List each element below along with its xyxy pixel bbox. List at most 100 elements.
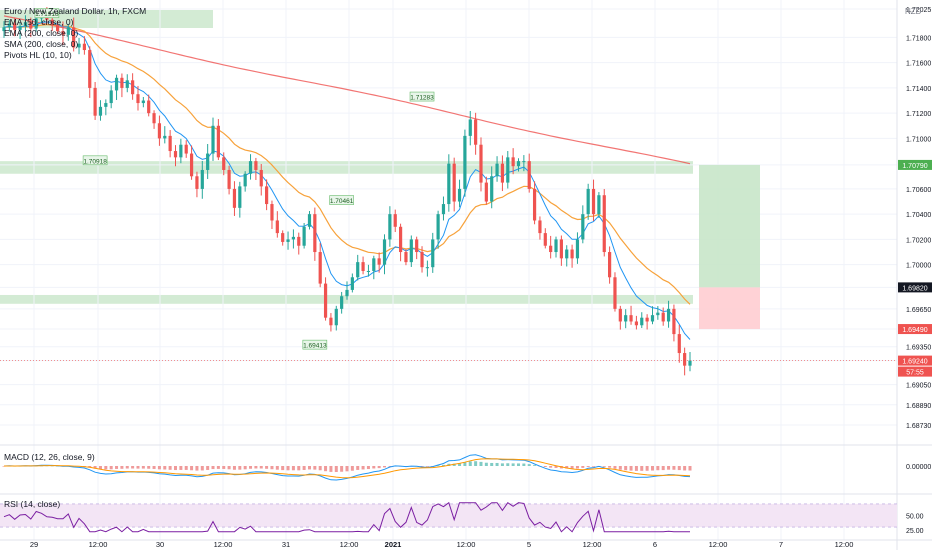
macd-hist-106 xyxy=(570,466,574,469)
macd-hist-43 xyxy=(232,466,236,470)
price-badge-target xyxy=(898,159,932,170)
candle-body-80 xyxy=(431,239,435,268)
macd-hist-87 xyxy=(468,461,472,466)
macd-hist-60 xyxy=(324,466,328,472)
candle-body-97 xyxy=(522,161,526,163)
macd-hist-50 xyxy=(270,466,274,470)
macd-hist-27 xyxy=(147,466,151,469)
candle-body-20 xyxy=(109,90,113,104)
candle-body-92 xyxy=(495,163,499,177)
macd-hist-109 xyxy=(586,466,590,467)
macd-hist-124 xyxy=(667,466,671,470)
candle-body-54 xyxy=(291,236,296,240)
price-tick-8: 1.70400 xyxy=(906,212,931,219)
macd-hist-51 xyxy=(275,466,279,470)
long-position-tool[interactable] xyxy=(0,164,897,361)
time-tick-4: 31 xyxy=(282,540,290,549)
macd-hist-114 xyxy=(613,466,617,469)
time-tick-1: 12:00 xyxy=(89,540,108,549)
candle-body-0 xyxy=(2,27,6,32)
time-tick-5: 12:00 xyxy=(340,540,359,549)
pivot-box-0 xyxy=(34,8,60,19)
macd-hist-95 xyxy=(511,463,515,466)
price-tick-17: 1.68890 xyxy=(906,403,931,410)
candle-body-53 xyxy=(286,239,290,242)
candle-body-116 xyxy=(624,315,628,322)
candle-body-40 xyxy=(216,125,220,158)
candle-body-94 xyxy=(506,157,510,183)
price-tick-0: 1.72025 xyxy=(906,7,931,14)
macd-tick-0: 0.00000 xyxy=(906,464,931,471)
candle-body-126 xyxy=(677,334,681,354)
candle-body-72 xyxy=(388,214,392,240)
macd-hist-99 xyxy=(533,465,537,466)
candle-body-45 xyxy=(243,173,247,187)
macd-hist-116 xyxy=(624,466,628,471)
macd-hist-58 xyxy=(313,466,317,470)
macd-hist-47 xyxy=(254,466,258,469)
macd-hist-69 xyxy=(372,466,376,469)
price-badge-stop xyxy=(898,324,932,335)
candle-body-46 xyxy=(248,161,253,174)
price-badge-label-last: 1.69240 xyxy=(902,359,927,366)
candle-body-103 xyxy=(554,239,558,253)
candle-body-33 xyxy=(179,144,183,158)
candle-body-118 xyxy=(634,321,639,326)
indicator-ema200[interactable]: EMA (200, close, 0) xyxy=(4,28,79,38)
candle-body-2 xyxy=(13,23,17,30)
macd-hist-108 xyxy=(581,466,585,468)
macd-hist-36 xyxy=(195,466,199,471)
candles xyxy=(2,7,692,376)
pivot-labels: 1.71918 1.70918 1.70461 1.71283 1.69413 xyxy=(34,8,435,350)
candle-body-81 xyxy=(436,214,440,240)
pivot-box-1 xyxy=(82,155,108,166)
macd-hist-54 xyxy=(291,466,295,471)
price-badge-label-countdown: 57:55 xyxy=(906,370,924,377)
macd-hist-103 xyxy=(554,466,558,468)
macd-hist-61 xyxy=(329,466,333,472)
macd-hist-85 xyxy=(458,463,462,466)
macd-hist-24 xyxy=(131,466,135,469)
price-badge-last xyxy=(898,355,932,366)
candle-body-122 xyxy=(656,312,660,316)
candle-body-121 xyxy=(650,315,655,322)
candle-body-11 xyxy=(61,31,65,35)
macd-hist-20 xyxy=(109,466,113,470)
indicator-ema50[interactable]: EMA (50, close, 0) xyxy=(4,17,74,27)
candle-body-106 xyxy=(570,249,574,259)
price-tick-3: 1.71400 xyxy=(906,86,931,93)
candle-body-27 xyxy=(147,100,151,114)
candle-body-5 xyxy=(29,22,33,29)
macd-hist-86 xyxy=(463,462,467,466)
rsi-tick-1: 25.00 xyxy=(906,528,924,535)
candle-body-37 xyxy=(200,169,204,189)
candle-body-64 xyxy=(345,289,349,297)
macd-hist-52 xyxy=(281,466,285,471)
macd-hist-122 xyxy=(656,466,660,471)
indicator-sma200[interactable]: SMA (200, close, 0) xyxy=(4,39,79,49)
rsi-legend[interactable]: RSI (14, close) xyxy=(4,499,61,509)
time-tick-11: 12:00 xyxy=(709,540,728,549)
macd-legend[interactable]: MACD (12, 26, close, 9) xyxy=(4,452,95,462)
rsi-band xyxy=(0,503,897,528)
candle-body-85 xyxy=(457,188,462,202)
macd-hist-67 xyxy=(361,466,365,470)
candle-body-60 xyxy=(323,283,328,318)
macd-hist-44 xyxy=(238,466,242,470)
candle-body-31 xyxy=(168,135,172,152)
candle-body-26 xyxy=(141,100,145,104)
candle-body-51 xyxy=(275,220,279,234)
pivot-label-0: 1.71918 xyxy=(35,11,59,18)
candle-body-87 xyxy=(468,119,472,136)
indicator-pivots[interactable]: Pivots HL (10, 10) xyxy=(4,50,72,60)
candle-body-16 xyxy=(88,50,92,88)
macd-hist-68 xyxy=(366,466,370,470)
position-stop-zone xyxy=(699,287,760,330)
pivot-label-3: 1.71283 xyxy=(410,95,434,102)
candle-body-23 xyxy=(125,80,129,88)
macd-hist-82 xyxy=(441,464,445,466)
candle-body-119 xyxy=(640,317,644,326)
macd-hist-63 xyxy=(340,466,344,472)
macd-hist-66 xyxy=(356,466,360,470)
